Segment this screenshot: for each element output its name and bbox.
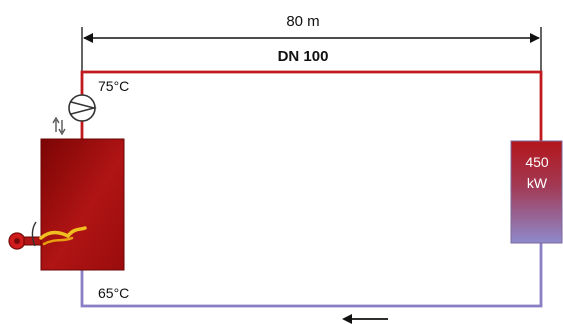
consumer-power-value: 450	[525, 154, 549, 170]
return-pipe	[80, 243, 543, 308]
dimension-indicator: 80 m DN 100	[81, 13, 542, 75]
supply-temperature-label: 75°C	[98, 78, 129, 94]
supply-pipe	[80, 70, 543, 142]
heat-consumer-box	[510, 140, 563, 244]
length-label: 80 m	[286, 13, 319, 30]
heat-consumer: 450 kW	[510, 140, 563, 244]
burner-icon	[8, 221, 87, 250]
boiler	[40, 138, 125, 271]
circulation-pump-icon	[68, 94, 97, 122]
pipe-size-label: DN 100	[278, 48, 329, 65]
boiler-connection-arrows-icon	[52, 116, 66, 136]
flow-direction-arrow-icon	[342, 314, 388, 324]
consumer-power-unit: kW	[527, 175, 548, 191]
return-temperature-label: 65°C	[98, 285, 129, 301]
